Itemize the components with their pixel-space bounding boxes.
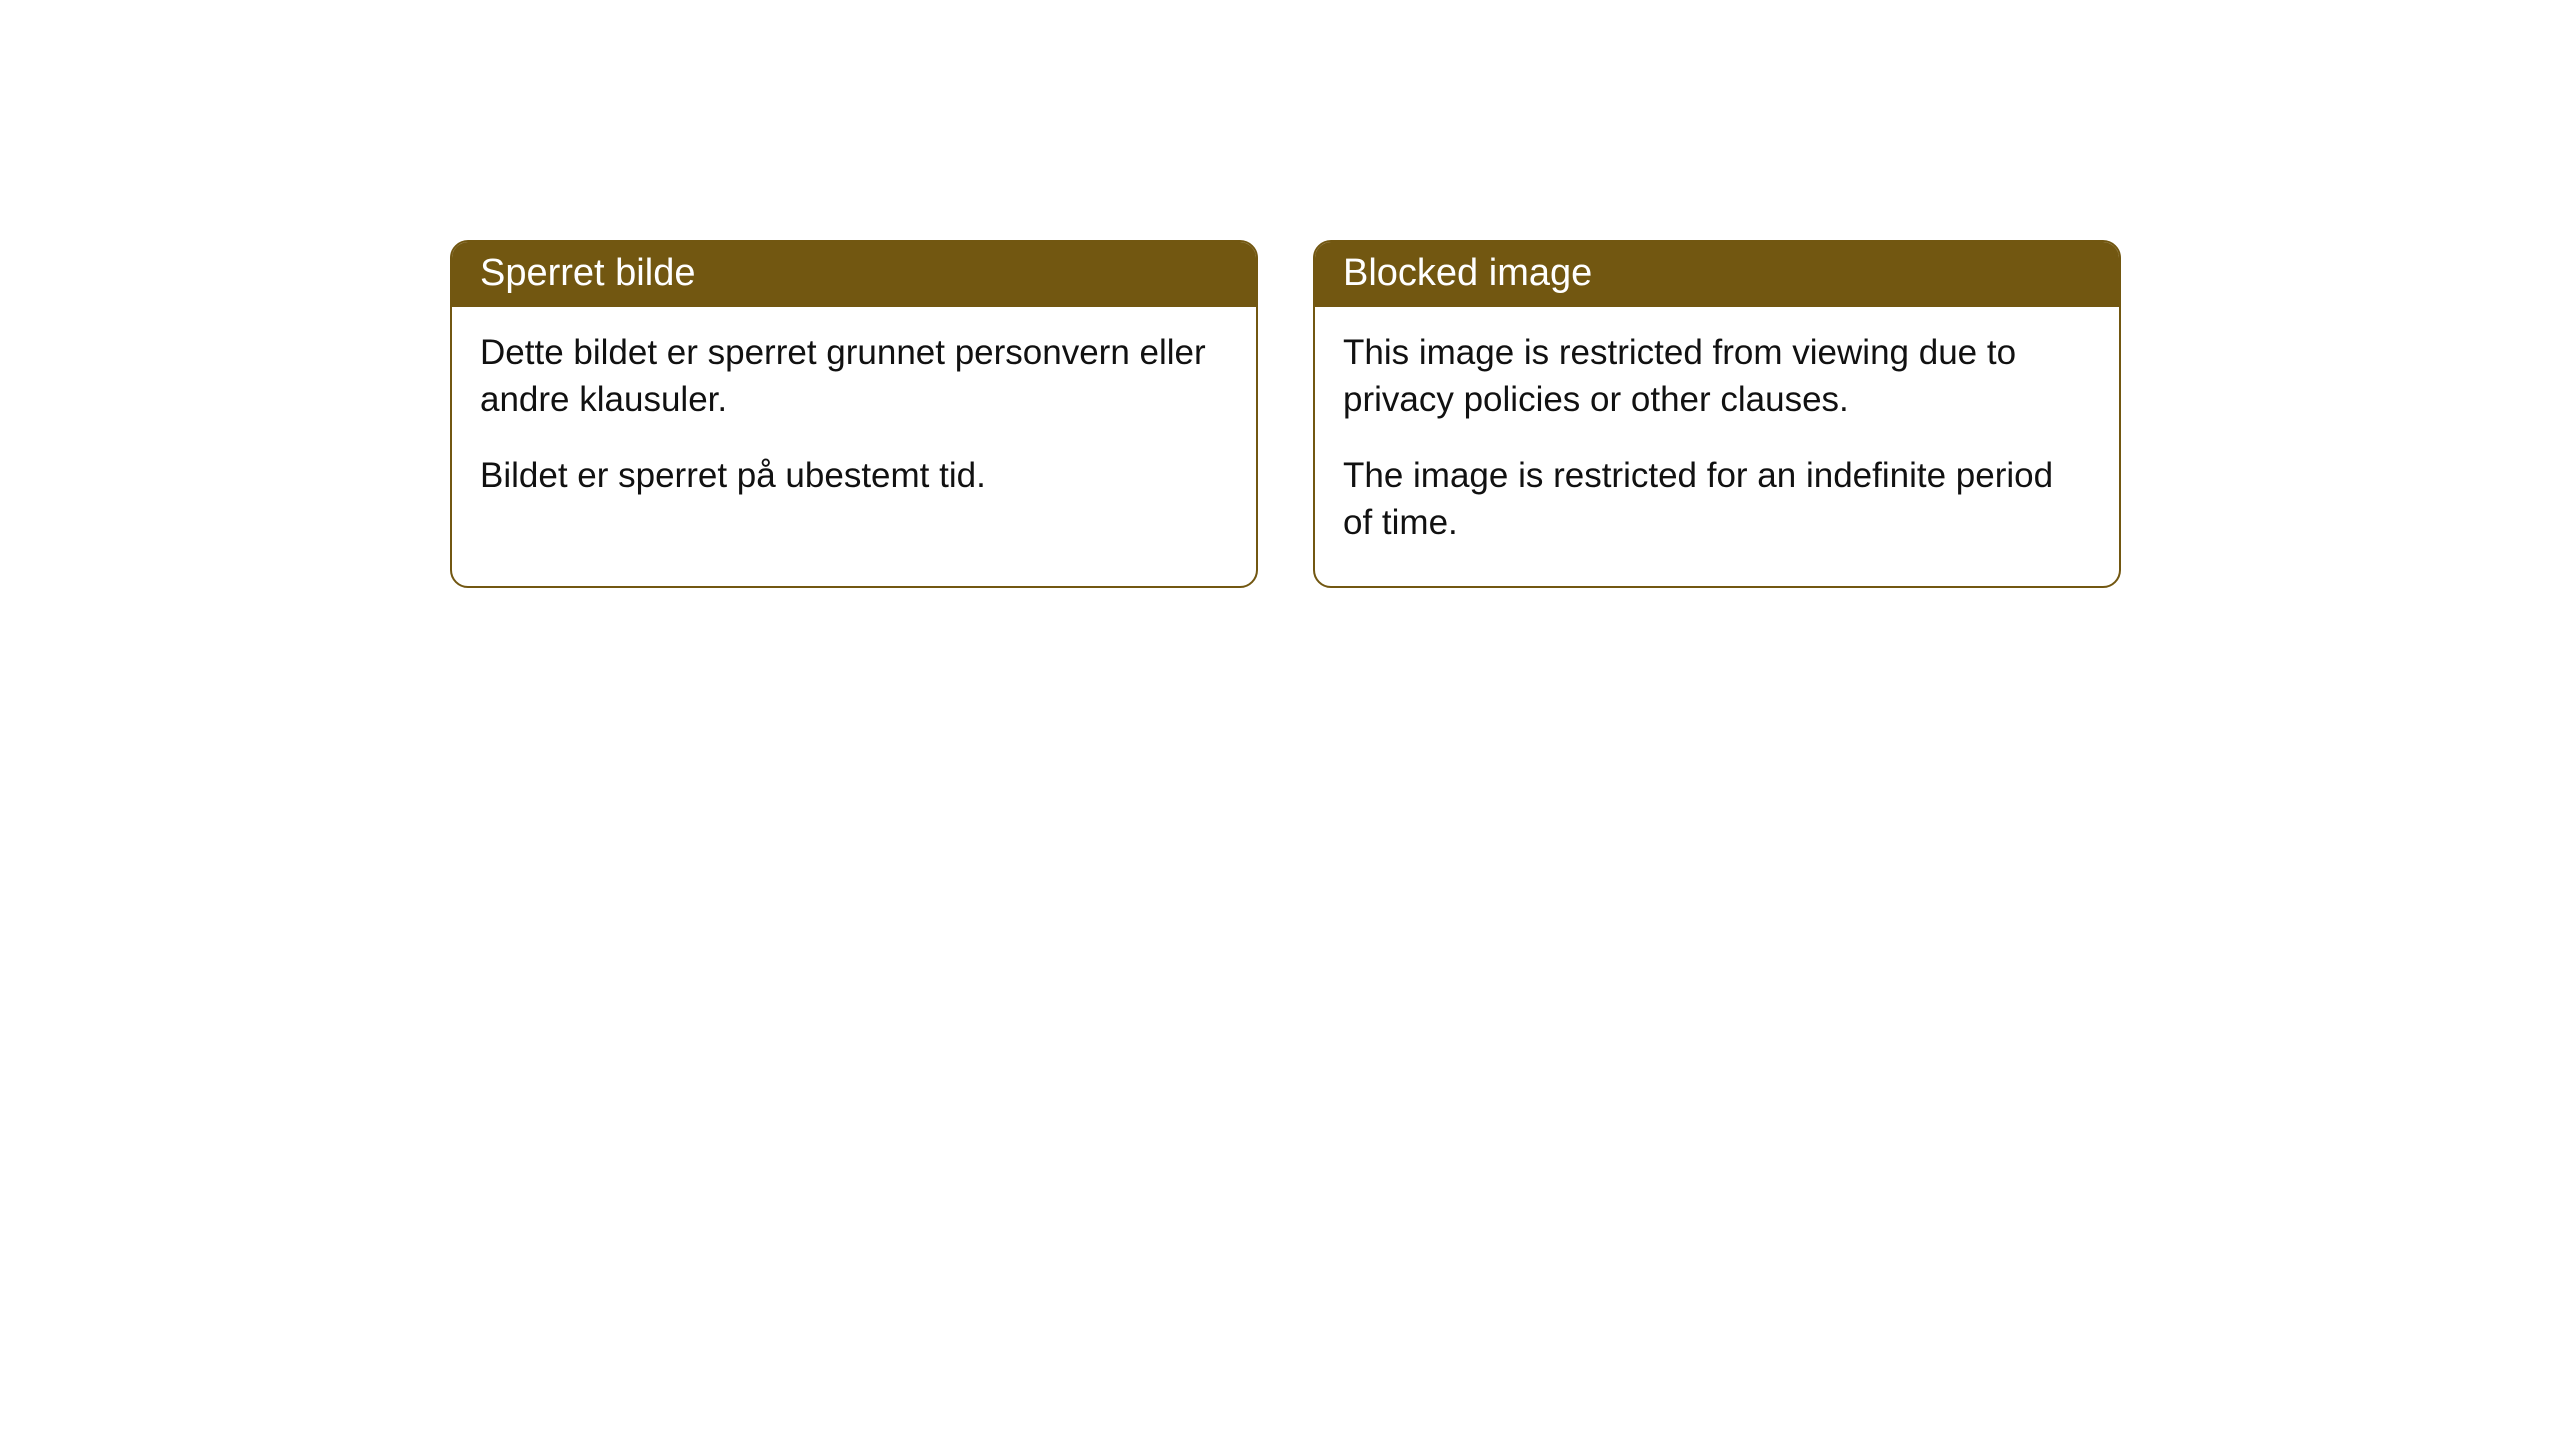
- card-paragraph: This image is restricted from viewing du…: [1343, 329, 2091, 424]
- card-paragraph: Dette bildet er sperret grunnet personve…: [480, 329, 1228, 424]
- card-norwegian: Sperret bilde Dette bildet er sperret gr…: [450, 240, 1258, 588]
- card-title: Blocked image: [1343, 252, 1592, 294]
- card-body-english: This image is restricted from viewing du…: [1315, 307, 2119, 586]
- card-paragraph: The image is restricted for an indefinit…: [1343, 452, 2091, 547]
- card-title: Sperret bilde: [480, 252, 695, 294]
- card-body-norwegian: Dette bildet er sperret grunnet personve…: [452, 307, 1256, 539]
- cards-container: Sperret bilde Dette bildet er sperret gr…: [450, 240, 2121, 588]
- card-header-norwegian: Sperret bilde: [452, 242, 1256, 307]
- card-header-english: Blocked image: [1315, 242, 2119, 307]
- card-english: Blocked image This image is restricted f…: [1313, 240, 2121, 588]
- card-paragraph: Bildet er sperret på ubestemt tid.: [480, 452, 1228, 499]
